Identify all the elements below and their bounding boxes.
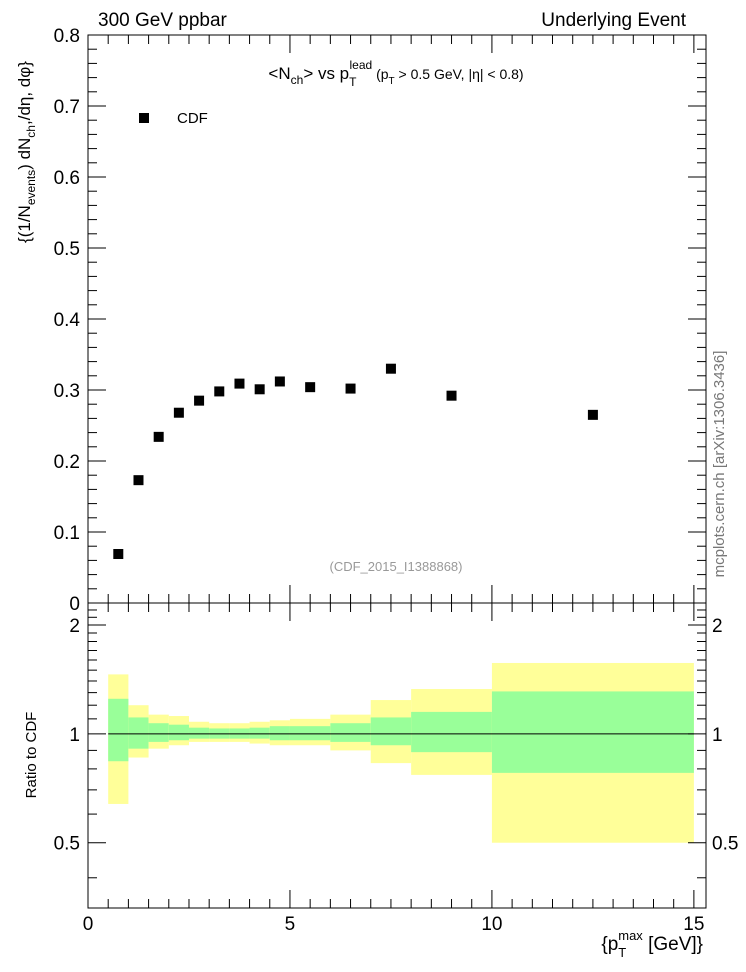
data-point-7 xyxy=(254,384,265,395)
main-y-tick-label-5: 0.5 xyxy=(54,239,80,260)
main-y-tick-label-0: 0 xyxy=(69,594,80,615)
ratio-y-tick-label-1: 1 xyxy=(69,725,80,746)
green-band-13 xyxy=(491,691,694,773)
main-panel: 0 0.1 0.2 0.3 0.4 0.5 0.6 0.7 0.8 <Nch> vs pTlea… xyxy=(15,26,707,615)
data-point-13 xyxy=(587,409,598,420)
ratio-y-tick-label-right-2: 2 xyxy=(712,616,723,637)
main-y-tick-label-3: 0.3 xyxy=(54,381,80,402)
x-tick-label-2: 10 xyxy=(481,914,502,935)
data-point-9 xyxy=(305,382,316,393)
data-point-6 xyxy=(234,378,245,389)
ratio-y-tick-label-right-0: 0.5 xyxy=(712,834,738,855)
main-y-tick-label-6: 0.6 xyxy=(54,168,80,189)
ratio-y-tick-label-right-1: 1 xyxy=(712,725,723,746)
side-note: mcplots.cern.ch [arXiv:1306.3436] xyxy=(711,351,728,578)
green-band-10 xyxy=(330,723,371,742)
ratio-y-tick-label-0: 0.5 xyxy=(54,834,80,855)
legend-marker-cdf xyxy=(139,113,149,123)
x-tick-label-1: 5 xyxy=(285,914,296,935)
header-left: 300 GeV ppbar xyxy=(98,10,228,31)
main-y-tick-label-1: 0.1 xyxy=(54,523,80,544)
ratio-y-tick-label-2: 2 xyxy=(69,616,80,637)
data-point-4 xyxy=(194,395,205,406)
source-watermark: (CDF_2015_I1388868) xyxy=(330,559,463,574)
ratio-axes: 0.5 0.5 1 1 2 2 0 5 10 15 xyxy=(54,602,738,935)
data-point-11 xyxy=(385,363,396,374)
data-point-5 xyxy=(214,386,225,397)
main-y-tick-label-2: 0.2 xyxy=(54,452,80,473)
data-point-0 xyxy=(113,549,124,560)
data-point-8 xyxy=(274,376,285,387)
main-y-tick-label-4: 0.4 xyxy=(54,310,81,331)
data-point-1 xyxy=(133,475,144,486)
green-band-8 xyxy=(269,726,290,741)
ratio-y-axis-label: Ratio to CDF xyxy=(23,712,40,799)
legend-label-cdf: CDF xyxy=(177,110,208,127)
main-y-axis-label: {(1/Nevents) dNch,/dη, dφ} xyxy=(15,61,38,243)
green-band-4 xyxy=(188,727,210,739)
main-title: <Nch> vs pTlead (pT > 0.5 GeV, |η| < 0.8… xyxy=(268,58,523,89)
ratio-panel: 0.5 0.51 12 20 5 10 15 Ratio to CDF {pTmax [Ge… xyxy=(23,602,738,960)
green-band-11 xyxy=(370,717,412,746)
x-tick-label-0: 0 xyxy=(83,914,94,935)
header-right: Underlying Event xyxy=(541,10,686,31)
green-band-1 xyxy=(128,717,149,749)
green-band-2 xyxy=(148,723,169,742)
data-point-10 xyxy=(345,383,356,394)
data-point-2 xyxy=(153,431,164,442)
green-band-9 xyxy=(289,726,331,741)
x-tick-label-3: 15 xyxy=(683,914,704,935)
ratio-frame xyxy=(87,602,707,909)
green-band-0 xyxy=(108,698,129,762)
data-point-3 xyxy=(173,407,184,418)
data-point-12 xyxy=(446,390,457,401)
main-y-tick-label-7: 0.7 xyxy=(54,97,80,118)
green-band-7 xyxy=(249,727,270,739)
main-axes: 0 0.1 0.2 0.3 0.4 0.5 0.6 0.7 0.8 xyxy=(54,26,707,615)
main-y-tick-label-8: 0.8 xyxy=(54,26,80,47)
green-band-12 xyxy=(411,711,492,753)
green-band-3 xyxy=(168,724,189,741)
ratio-bands xyxy=(108,662,694,843)
main-data-layer xyxy=(113,363,598,560)
